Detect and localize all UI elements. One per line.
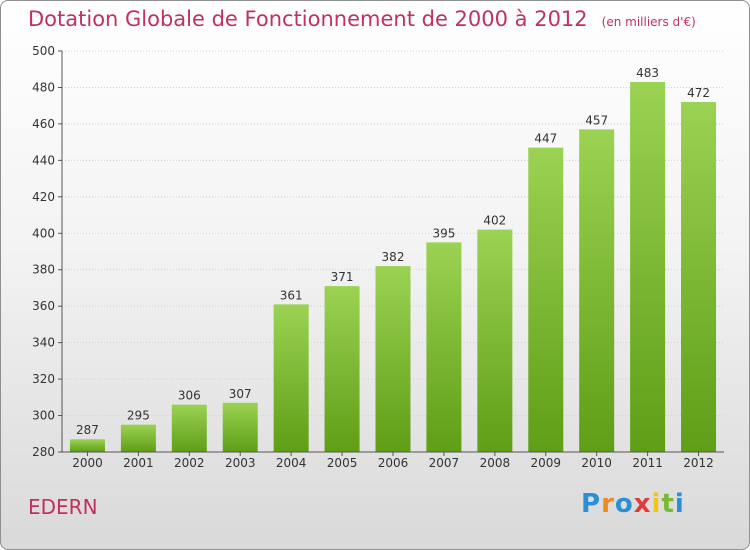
y-tick-label: 320 bbox=[32, 372, 55, 386]
y-tick-label: 280 bbox=[32, 445, 55, 459]
data-label: 395 bbox=[432, 226, 455, 240]
bar bbox=[375, 266, 411, 452]
logo-letter: P bbox=[581, 489, 602, 519]
y-tick-label: 380 bbox=[32, 263, 55, 277]
x-tick-label: 2004 bbox=[276, 456, 307, 470]
x-tick-label: 2000 bbox=[72, 456, 103, 470]
y-tick-label: 420 bbox=[32, 190, 55, 204]
x-tick-label: 2007 bbox=[429, 456, 460, 470]
data-label: 371 bbox=[331, 270, 354, 284]
y-tick-label: 480 bbox=[32, 80, 55, 94]
data-label: 402 bbox=[483, 214, 506, 228]
data-label: 447 bbox=[534, 132, 557, 146]
bar bbox=[426, 242, 462, 452]
bar bbox=[222, 402, 258, 452]
x-tick-label: 2006 bbox=[378, 456, 409, 470]
x-tick-label: 2011 bbox=[632, 456, 663, 470]
y-tick-label: 440 bbox=[32, 153, 55, 167]
bar bbox=[120, 424, 156, 452]
bar bbox=[681, 102, 717, 452]
logo-letter: x bbox=[633, 489, 652, 519]
x-tick-label: 2001 bbox=[123, 456, 154, 470]
logo-letter: i bbox=[674, 489, 685, 519]
x-tick-label: 2010 bbox=[581, 456, 612, 470]
logo-letter: r bbox=[601, 489, 615, 519]
bars bbox=[69, 81, 717, 453]
data-label: 295 bbox=[127, 409, 150, 423]
y-tick-label: 360 bbox=[32, 299, 55, 313]
data-label: 457 bbox=[585, 113, 608, 127]
x-tick-label: 2009 bbox=[530, 456, 561, 470]
logo-letter: i bbox=[651, 489, 662, 519]
bar bbox=[477, 229, 513, 452]
data-label: 361 bbox=[280, 288, 303, 302]
bar bbox=[324, 286, 360, 452]
data-label: 382 bbox=[382, 250, 405, 264]
bar bbox=[579, 129, 615, 453]
x-tick-label: 2012 bbox=[683, 456, 714, 470]
bar bbox=[528, 147, 564, 452]
y-tick-label: 500 bbox=[32, 44, 55, 58]
data-label: 287 bbox=[76, 423, 99, 437]
commune-name: EDERN bbox=[28, 495, 98, 519]
y-tick-label: 400 bbox=[32, 226, 55, 240]
bar bbox=[630, 81, 666, 453]
y-tick-label: 300 bbox=[32, 409, 55, 423]
data-label: 472 bbox=[687, 86, 710, 100]
data-label: 306 bbox=[178, 389, 201, 403]
chart-subtitle: (en milliers d'€) bbox=[601, 15, 696, 29]
bar bbox=[171, 404, 207, 452]
axes: 280 300 320 340 360 380 400 420 440 460 480 500 2000… bbox=[32, 44, 724, 470]
chart-title: Dotation Globale de Fonctionnement de 20… bbox=[28, 7, 696, 31]
x-tick-label: 2002 bbox=[174, 456, 205, 470]
proxiti-logo: Proxiti bbox=[581, 489, 685, 519]
labels: 287 295 306 307 361 371 382 395 402 447 457 483 472 bbox=[76, 66, 710, 437]
bar bbox=[69, 439, 105, 452]
x-tick-label: 2008 bbox=[480, 456, 511, 470]
logo-letter: t bbox=[661, 489, 675, 519]
x-tick-label: 2005 bbox=[327, 456, 358, 470]
data-label: 483 bbox=[636, 66, 659, 80]
x-tick-label: 2003 bbox=[225, 456, 256, 470]
y-tick-label: 460 bbox=[32, 117, 55, 131]
data-label: 307 bbox=[229, 387, 252, 401]
y-tick-label: 340 bbox=[32, 336, 55, 350]
logo-letter: o bbox=[614, 489, 634, 519]
bar bbox=[273, 304, 309, 452]
title-text: Dotation Globale de Fonctionnement de 20… bbox=[28, 7, 588, 31]
